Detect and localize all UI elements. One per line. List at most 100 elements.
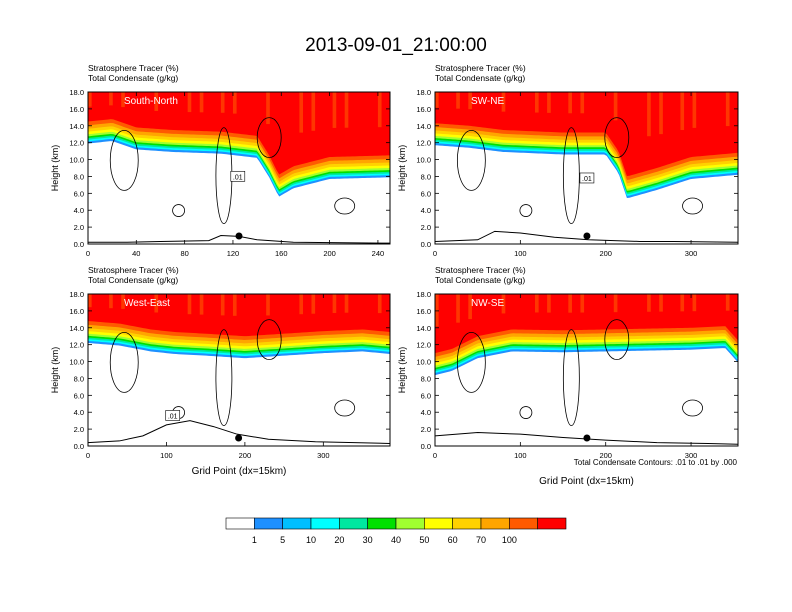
y-tick-label: 12.0 <box>69 341 84 350</box>
y-tick-label: 4.0 <box>421 408 431 417</box>
tracer-streak <box>613 294 618 313</box>
condensate-contour <box>519 204 533 217</box>
colorbar-label: 30 <box>363 535 373 545</box>
condensate-contour <box>562 329 580 427</box>
colorbar-swatch <box>254 517 283 530</box>
tracer-streak <box>468 294 472 320</box>
location-marker <box>583 434 591 442</box>
x-tick-label: 120 <box>227 249 240 258</box>
x-tick-label: 300 <box>685 249 698 258</box>
tracer-streak <box>377 294 382 314</box>
y-tick-label: 16.0 <box>69 307 84 316</box>
y-tick-label: 8.0 <box>74 172 84 181</box>
y-tick-label: 0.0 <box>74 442 84 451</box>
terrain-line <box>435 230 738 243</box>
y-tick-label: 0.0 <box>74 240 84 249</box>
x-tick-label: 0 <box>433 249 437 258</box>
tracer-streak <box>299 294 304 315</box>
panel-name: West-East <box>124 298 170 309</box>
condensate-contour <box>256 319 282 361</box>
tracer-streak <box>547 92 551 113</box>
colorbar-swatch <box>225 517 255 530</box>
colorbar-swatch <box>395 517 425 530</box>
colorbar-swatch <box>452 517 482 530</box>
tracer-streak <box>187 294 192 315</box>
y-tick-label: 16.0 <box>416 105 431 114</box>
tracer-streak <box>659 294 663 312</box>
y-tick-label: 4.0 <box>421 206 431 215</box>
tracer-streak <box>199 92 204 113</box>
tracer-streak <box>534 92 539 113</box>
panel-header-tracer: Stratosphere Tracer (%) <box>88 63 179 73</box>
panel-header-condensate: Total Condensate (g/kg) <box>88 73 178 83</box>
y-tick-label: 10.0 <box>69 156 84 165</box>
y-tick-label: 14.0 <box>69 122 84 131</box>
figure-title: 2013-09-01_21:00:00 <box>305 35 487 56</box>
tracer-streak <box>568 92 572 114</box>
tracer-field: .01 <box>88 92 390 244</box>
x-tick-label: 80 <box>180 249 188 258</box>
y-tick-label: 4.0 <box>74 408 84 417</box>
colorbar-label: 100 <box>502 535 517 545</box>
colorbar-label: 40 <box>391 535 401 545</box>
condensate-contour <box>562 127 580 225</box>
tracer-streak <box>332 92 337 128</box>
tracer-streak <box>220 92 225 113</box>
condensate-contour <box>334 399 356 417</box>
panel-name: SW-NE <box>471 96 504 107</box>
plot-frame <box>87 293 391 447</box>
y-tick-label: 12.0 <box>69 139 84 148</box>
tracer-streak <box>332 294 337 314</box>
y-tick-label: 16.0 <box>416 307 431 316</box>
y-tick-label: 18.0 <box>416 290 431 299</box>
condensate-contour <box>456 129 486 191</box>
panel-2: Stratosphere Tracer (%)Total Condensate … <box>397 63 739 258</box>
tracer-streak <box>692 294 697 312</box>
x-tick-label: 200 <box>599 249 612 258</box>
tracer-streak <box>154 92 159 111</box>
y-tick-label: 0.0 <box>421 442 431 451</box>
tracer-streak <box>647 294 651 312</box>
tracer-streak <box>121 294 125 309</box>
panel-1: Stratosphere Tracer (%)Total Condensate … <box>50 63 391 258</box>
terrain-line <box>88 420 390 444</box>
x-tick-label: 200 <box>599 451 612 460</box>
colorbar-swatch <box>367 517 397 530</box>
y-tick-label: 10.0 <box>416 156 431 165</box>
colorbar: 1 5 10 20 30 40 50 60 70 100 <box>225 517 567 545</box>
panel-name: South-North <box>124 96 178 107</box>
y-tick-label: 6.0 <box>74 189 84 198</box>
x-tick-label: 200 <box>323 249 336 258</box>
tracer-streak <box>680 92 685 131</box>
colorbar-label: 50 <box>419 535 429 545</box>
contour-label-box <box>165 410 181 421</box>
x-tick-label: 0 <box>86 249 90 258</box>
contour-note: Total Condensate Contours: .01 to .01 by… <box>574 458 738 467</box>
tracer-streak <box>187 92 192 113</box>
y-axis-label: Height (km) <box>397 145 407 192</box>
colorbar-label: 1 <box>252 535 257 545</box>
tracer-field <box>435 294 738 446</box>
tracer-streak <box>344 294 349 313</box>
y-tick-label: 16.0 <box>69 105 84 114</box>
colorbar-swatch <box>310 517 340 530</box>
panel-header-condensate: Total Condensate (g/kg) <box>435 73 525 83</box>
x-tick-label: 240 <box>372 249 385 258</box>
tracer-streak <box>456 294 460 323</box>
tracer-streak <box>680 294 685 312</box>
y-tick-label: 18.0 <box>69 290 84 299</box>
tracer-streak <box>534 294 539 313</box>
y-tick-label: 18.0 <box>69 88 84 97</box>
colorbar-label: 70 <box>476 535 486 545</box>
panel-header-tracer: Stratosphere Tracer (%) <box>435 63 526 73</box>
tracer-streak <box>435 92 439 108</box>
x-axis-label: Grid Point (dx=15km) <box>192 466 287 477</box>
x-tick-label: 160 <box>275 249 288 258</box>
x-tick-label: 200 <box>239 451 252 460</box>
x-tick-label: 300 <box>317 451 330 460</box>
colorbar-swatch <box>339 517 368 530</box>
tracer-streak <box>692 92 697 128</box>
y-tick-label: 18.0 <box>416 88 431 97</box>
colorbar-swatch <box>424 517 453 530</box>
